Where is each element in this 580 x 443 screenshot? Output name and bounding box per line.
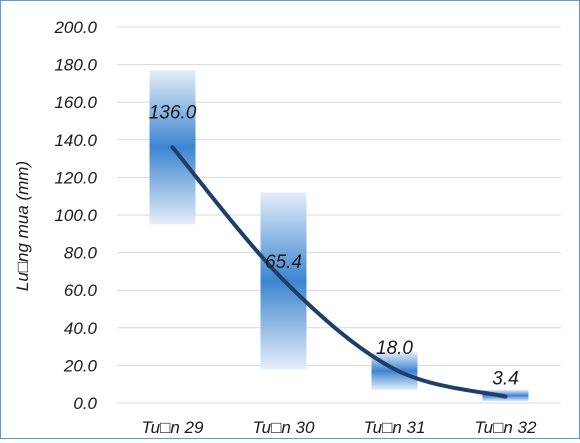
y-tick-label: 100.0	[54, 206, 97, 225]
trend-line-layer	[170, 145, 508, 399]
y-tick-label: 60.0	[64, 281, 98, 300]
y-tick-label: 140.0	[54, 131, 97, 150]
y-tick-label: 80.0	[64, 244, 98, 263]
y-axis-ticks: 0.0 20.0 40.0 60.0 80.0 100.0 120.0 140.0 160.0 1…	[53, 18, 97, 413]
x-tick-label: Tu□n 32	[475, 418, 537, 437]
y-tick-label: 0.0	[73, 394, 97, 413]
x-tick-label: Tu□n 31	[364, 418, 426, 437]
y-axis-label: Lu□ng mua (mm)	[13, 161, 32, 291]
x-axis-ticks: Tu□n 29 Tu□n 30 Tu□n 31 Tu□n 32	[142, 418, 537, 437]
y-tick-label: 200.0	[53, 18, 97, 37]
x-tick-label: Tu□n 30	[253, 418, 315, 437]
range-bars	[149, 70, 529, 402]
y-tick-label: 180.0	[54, 56, 97, 75]
y-tick-label: 160.0	[54, 93, 97, 112]
data-label: 65.4	[265, 252, 302, 273]
trend-line	[170, 145, 508, 399]
data-label: 18.0	[376, 338, 413, 359]
y-tick-label: 40.0	[64, 319, 98, 338]
y-tick-label: 120.0	[54, 168, 97, 187]
data-label: 3.4	[492, 369, 518, 390]
data-label: 136.0	[149, 102, 197, 123]
data-labels: 136.0 65.4 18.0 3.4	[149, 102, 519, 389]
x-tick-label: Tu□n 29	[142, 418, 204, 437]
y-tick-label: 20.0	[63, 356, 98, 375]
